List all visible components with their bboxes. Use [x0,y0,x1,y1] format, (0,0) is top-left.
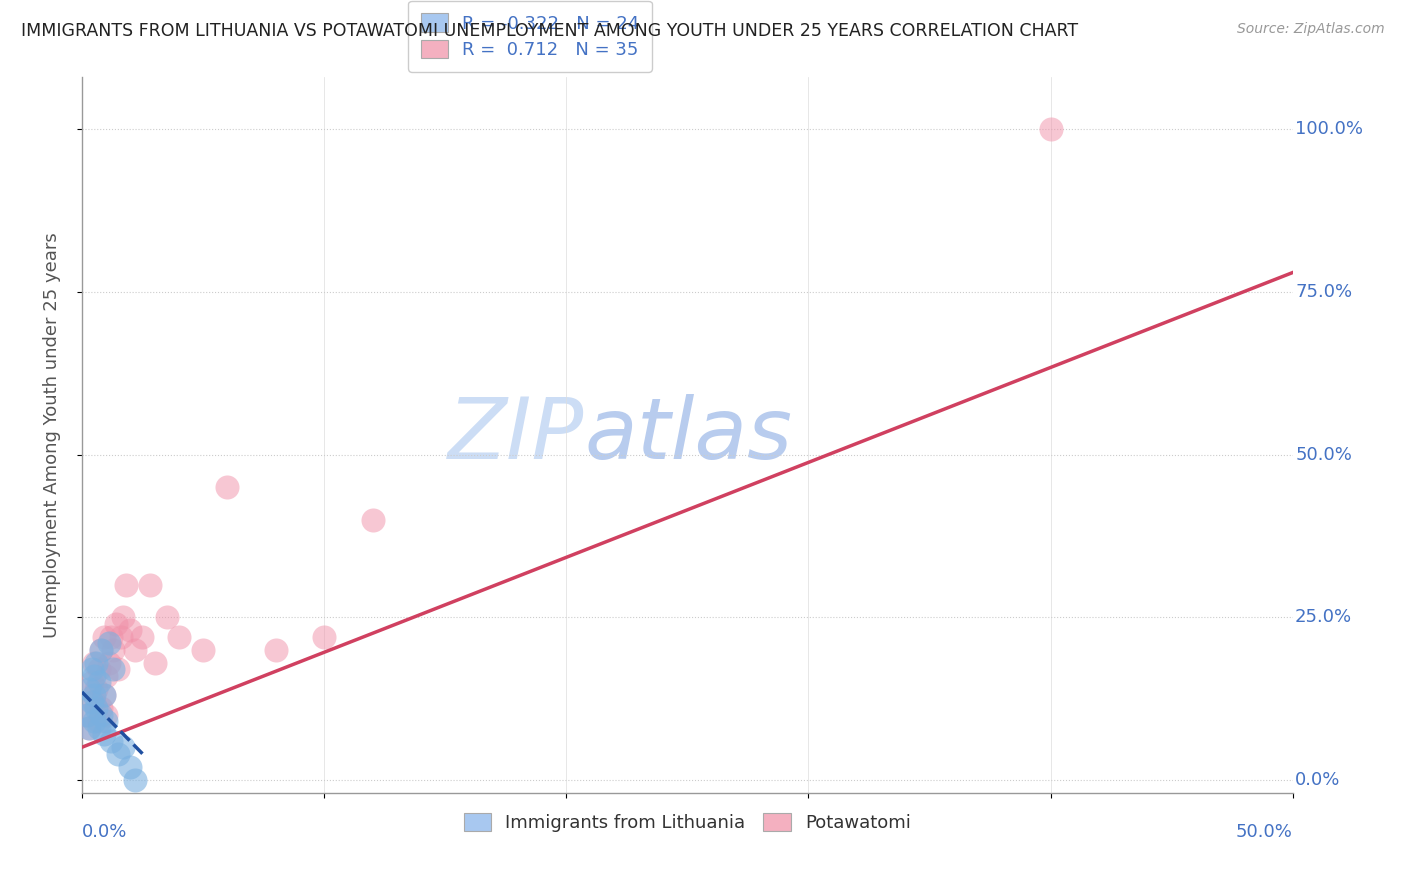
Point [87,721,110,735]
Text: 25.0%: 25.0% [1295,608,1353,626]
Point [90,642,112,657]
Point [314,630,336,644]
Point [83,695,105,709]
Point [93,727,115,741]
Text: 0.0%: 0.0% [82,823,128,841]
Point [83,688,105,702]
Point [86,701,108,715]
Point [86,681,108,696]
Point [87,675,110,690]
Point [86,656,108,670]
Text: ZIP: ZIP [449,393,585,476]
Point [96,714,118,729]
Point [97,656,120,670]
Point [76,707,98,722]
Point [114,577,136,591]
Text: Source: ZipAtlas.com: Source: ZipAtlas.com [1237,22,1385,37]
Text: 75.0%: 75.0% [1295,283,1353,301]
Point [96,669,118,683]
Point [77,721,100,735]
Point [361,513,384,527]
Y-axis label: Unemployment Among Youth under 25 years: Unemployment Among Youth under 25 years [44,232,60,638]
Point [83,714,105,729]
Point [107,747,129,761]
Point [80,695,103,709]
Point [110,630,132,644]
Point [100,630,122,644]
Point [131,630,153,644]
Point [90,701,112,715]
Point [97,636,120,650]
Point [107,662,129,676]
Point [80,675,103,690]
Point [83,669,105,683]
Point [103,662,125,676]
Text: 100.0%: 100.0% [1295,120,1364,138]
Legend: Immigrants from Lithuania, Potawatomi: Immigrants from Lithuania, Potawatomi [454,804,920,841]
Point [90,707,112,722]
Point [264,642,287,657]
Point [104,616,127,631]
Point [124,642,146,657]
Point [103,642,125,657]
Point [112,610,135,624]
Text: 0.0%: 0.0% [1295,771,1340,789]
Point [100,733,122,747]
Point [96,707,118,722]
Point [76,707,98,722]
Point [87,662,110,676]
Point [90,642,112,657]
Point [139,577,162,591]
Point [83,656,105,670]
Text: IMMIGRANTS FROM LITHUANIA VS POTAWATOMI UNEMPLOYMENT AMONG YOUTH UNDER 25 YEARS : IMMIGRANTS FROM LITHUANIA VS POTAWATOMI … [21,22,1078,40]
Point [1039,122,1062,136]
Point [191,642,214,657]
Point [80,662,103,676]
Point [93,688,115,702]
Point [112,740,135,755]
Point [93,688,115,702]
Point [120,760,142,774]
Point [156,610,179,624]
Point [77,681,100,696]
Text: 50.0%: 50.0% [1236,823,1292,841]
Point [217,480,239,494]
Text: atlas: atlas [585,393,793,476]
Point [120,623,142,637]
Text: 50.0%: 50.0% [1295,446,1353,464]
Point [167,630,190,644]
Point [124,772,146,787]
Point [143,656,166,670]
Point [77,721,100,735]
Point [93,630,115,644]
Point [87,714,110,729]
